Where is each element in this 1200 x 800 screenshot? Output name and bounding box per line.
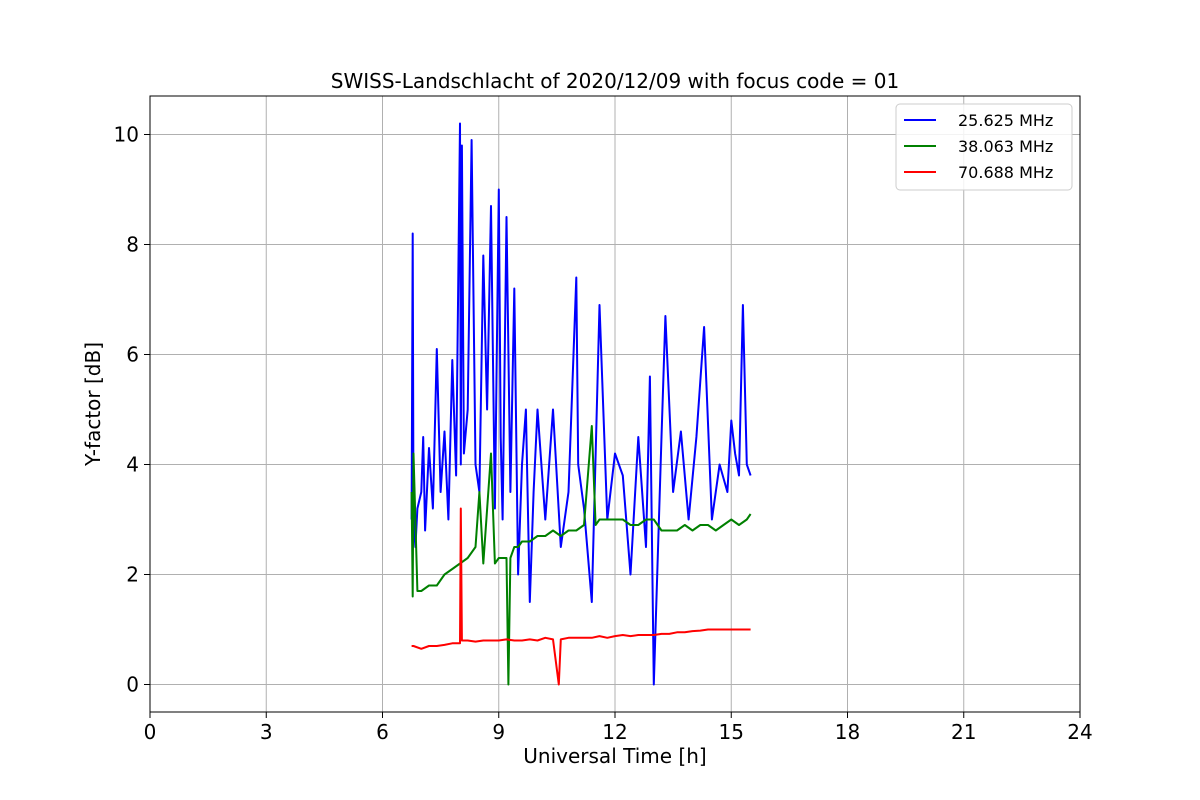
legend-box	[895, 103, 1073, 191]
x-tick-label: 3	[260, 720, 273, 744]
x-tick-label: 24	[1067, 720, 1092, 744]
series-line-1	[410, 425, 752, 686]
x-axis-label: Universal Time [h]	[523, 744, 706, 768]
legend-label-2: 70.688 MHz	[958, 163, 1053, 182]
y-tick-label: 8	[126, 233, 139, 257]
x-tick-label: 15	[719, 720, 744, 744]
y-tick-label: 0	[126, 673, 139, 697]
series-line-0	[410, 122, 752, 686]
y-tick-label: 2	[126, 563, 139, 587]
x-tick-label: 12	[602, 720, 627, 744]
legend: 25.625 MHz 38.063 MHz 70.688 MHz	[895, 103, 1073, 191]
y-axis-label: Y-factor [dB]	[81, 342, 105, 467]
series-group	[410, 122, 752, 686]
y-tick-label: 4	[126, 453, 139, 477]
y-tick-label: 10	[114, 123, 139, 147]
legend-label-1: 38.063 MHz	[958, 137, 1053, 156]
y-tick-label: 6	[126, 343, 139, 367]
legend-label-0: 25.625 MHz	[958, 111, 1053, 130]
x-tick-label: 18	[835, 720, 860, 744]
x-tick-label: 6	[376, 720, 389, 744]
x-tick-label: 21	[951, 720, 976, 744]
chart-title: SWISS-Landschlacht of 2020/12/09 with fo…	[331, 69, 899, 93]
series-line-2	[411, 507, 751, 686]
x-tick-label: 0	[144, 720, 157, 744]
x-tick-label: 9	[492, 720, 505, 744]
